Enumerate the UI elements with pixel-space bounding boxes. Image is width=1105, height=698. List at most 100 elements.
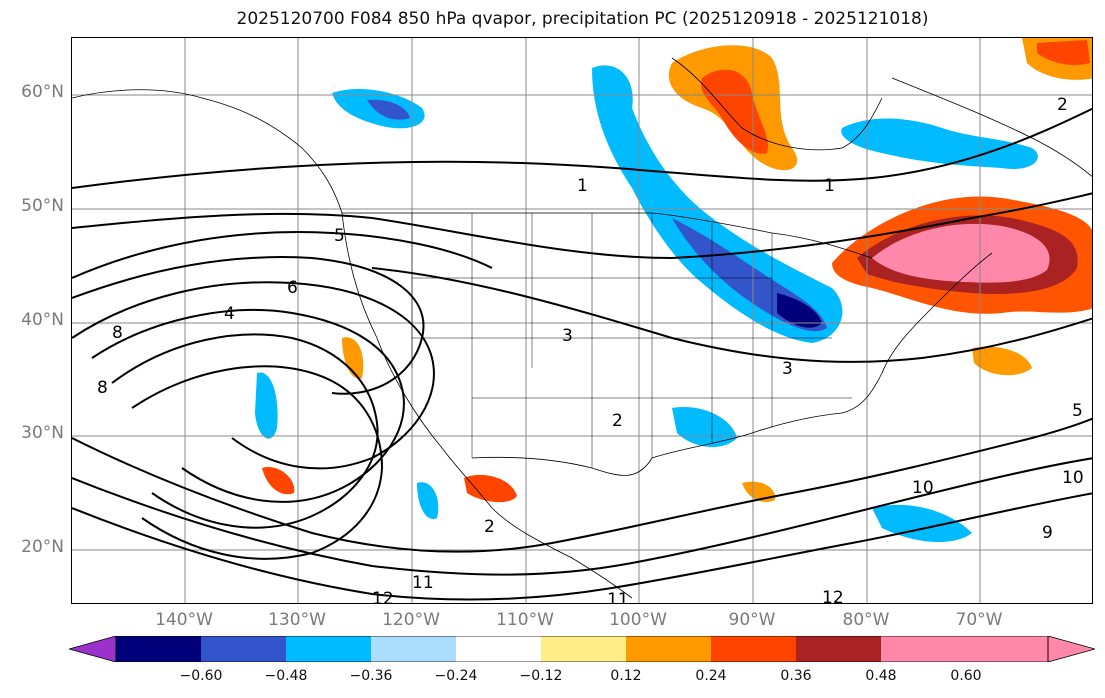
colorbar-tick-label: 0.12	[610, 668, 642, 684]
medium-negative-anomaly-alaska	[367, 99, 410, 120]
colorbar	[69, 636, 1095, 662]
negative-anomaly-mexico	[417, 482, 439, 519]
qvapor-contour-11	[72, 457, 1092, 576]
colorbar-segment	[541, 636, 626, 662]
colorbar-tick-label: 0.24	[695, 668, 727, 684]
contour-labels: 1 1 2 2 2 3 3 4 5 5 6 8 8 9 10 10 11 11 …	[97, 95, 1084, 604]
border-us-canada	[342, 212, 873, 259]
contour-label: 2	[612, 411, 623, 431]
positive-anomaly-baja	[464, 474, 517, 503]
positive-anomaly-pacific-small	[342, 337, 364, 379]
lat-label-50n: 50°N	[21, 196, 64, 216]
strong-positive-top-right	[1037, 40, 1090, 65]
colorbar-tick-label: 0.36	[780, 668, 812, 684]
qvapor-contour-8	[111, 333, 379, 529]
strong-negative-anomaly-central	[777, 293, 822, 328]
lon-label-120w: 120°W	[382, 610, 440, 630]
qvapor-contour-1	[72, 107, 1092, 189]
contour-label: 10	[912, 478, 934, 498]
lat-label-40n: 40°N	[21, 310, 64, 330]
colorbar-segment	[796, 636, 881, 662]
colorbar-segment	[116, 636, 201, 662]
colorbar-segment-under	[69, 636, 117, 662]
strong-positive-anomaly-canada	[701, 69, 769, 154]
qvapor-contour-2	[72, 192, 1092, 260]
colorbar-tick-label: −0.48	[264, 668, 308, 684]
contour-label: 10	[1062, 468, 1084, 488]
colorbar-tick-label: −0.12	[519, 668, 563, 684]
map-canvas: 1 1 2 2 2 3 3 4 5 5 6 8 8 9 10 10 11 11 …	[72, 38, 1092, 604]
colorbar-segment	[881, 636, 1048, 662]
colorbar-segment	[711, 636, 796, 662]
contour-label: 4	[224, 304, 235, 324]
coastline-gulf	[651, 372, 883, 459]
contour-label: 5	[1072, 401, 1083, 421]
contour-label: 12	[822, 588, 844, 604]
positive-anomaly-atlantic	[972, 346, 1032, 376]
contour-label: 1	[577, 176, 588, 196]
contour-label: 11	[412, 573, 434, 593]
qvapor-contour-7	[91, 309, 405, 503]
lat-label-60n: 60°N	[21, 82, 64, 102]
qvapor-contour-3	[371, 267, 1092, 363]
qvapor-contour-9	[131, 365, 384, 560]
contour-label: 3	[562, 326, 573, 346]
contour-label: 2	[484, 517, 495, 537]
colorbar-segment-over	[1047, 636, 1095, 662]
negative-anomaly-band-central	[592, 65, 843, 343]
lon-label-100w: 100°W	[609, 610, 667, 630]
map-title: 2025120700 F084 850 hPa qvapor, precipit…	[236, 9, 929, 29]
lon-label-70w: 70°W	[955, 610, 1003, 630]
lat-label-20n: 20°N	[21, 537, 64, 557]
colorbar-segment	[286, 636, 371, 662]
qvapor-contours	[72, 107, 1092, 601]
negative-anomaly-gulf	[672, 407, 737, 448]
coastline-labrador	[891, 77, 1092, 177]
positive-anomaly-east-pacific	[262, 467, 295, 495]
contour-label: 2	[1057, 95, 1068, 115]
lon-label-140w: 140°W	[155, 610, 213, 630]
contour-label: 1	[824, 176, 835, 196]
coastline-west-us	[341, 212, 493, 509]
state-borders	[411, 213, 852, 468]
contour-label: 8	[97, 378, 108, 398]
colorbar-segment	[201, 636, 286, 662]
colorbar-outline	[115, 636, 1049, 662]
colorbar-segment	[626, 636, 711, 662]
lon-label-80w: 80°W	[842, 610, 890, 630]
colorbar-tick-label: −0.36	[349, 668, 393, 684]
colorbar-segment	[371, 636, 456, 662]
precip-anomaly-fills	[255, 38, 1092, 543]
map-panel: 1 1 2 2 2 3 3 4 5 5 6 8 8 9 10 10 11 11 …	[71, 37, 1093, 604]
lon-label-90w: 90°W	[728, 610, 776, 630]
negative-anomaly-pacific	[255, 372, 278, 439]
lat-lon-grid	[72, 38, 1092, 603]
coastlines	[72, 57, 1092, 599]
contour-label: 9	[1042, 523, 1053, 543]
colorbar-tick-label: 0.60	[950, 668, 982, 684]
contour-label: 8	[112, 323, 123, 343]
coastline-hudson-bay	[671, 57, 883, 151]
lon-label-130w: 130°W	[268, 610, 326, 630]
qvapor-contour-4	[72, 256, 425, 395]
qvapor-contour-6	[72, 281, 435, 470]
coastline-east-us	[881, 252, 993, 374]
peak-positive-anomaly-northeast	[872, 223, 1050, 283]
qvapor-contour-10	[72, 417, 1092, 553]
contour-label: 12	[372, 589, 394, 604]
colorbar-tick-label: −0.60	[179, 668, 223, 684]
colorbar-tick-label: 0.48	[865, 668, 897, 684]
border-us-mexico	[471, 456, 653, 476]
contour-label: 3	[782, 359, 793, 379]
contour-label: 11	[607, 590, 629, 604]
negative-anomaly-caribbean	[872, 504, 972, 543]
contour-label: 6	[287, 278, 298, 298]
coastline-mexico-west	[491, 507, 633, 599]
lat-label-30n: 30°N	[21, 423, 64, 443]
lon-label-110w: 110°W	[496, 610, 554, 630]
contour-label: 5	[334, 226, 345, 246]
qvapor-contour-5	[72, 231, 493, 279]
colorbar-segment	[456, 636, 541, 662]
negative-anomaly-northern-canada	[841, 118, 1038, 169]
coastline-alaska-bc	[72, 89, 343, 214]
